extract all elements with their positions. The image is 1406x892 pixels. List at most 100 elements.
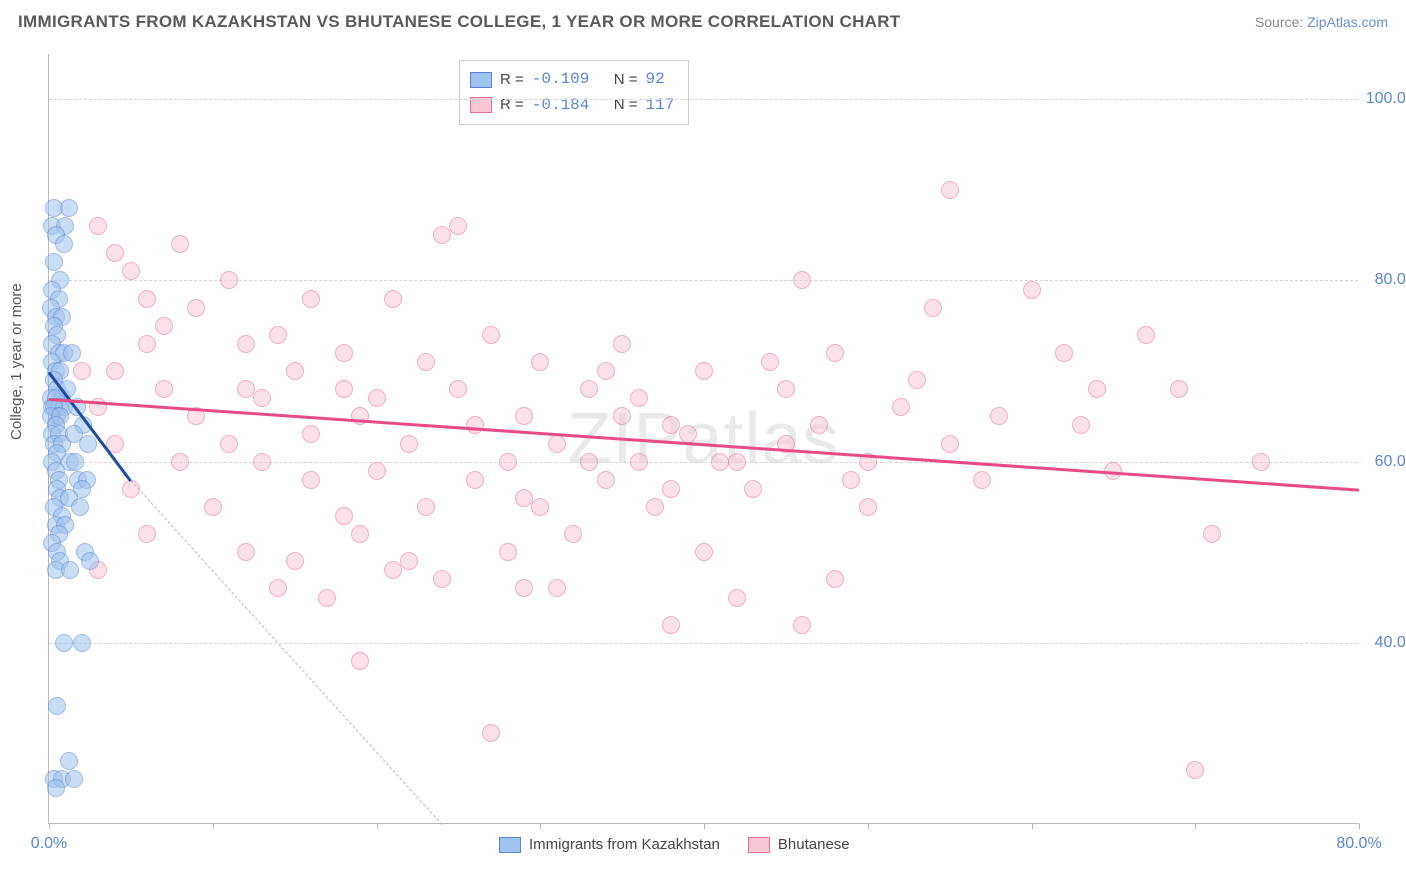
scatter-point-series2 bbox=[269, 326, 287, 344]
scatter-point-series2 bbox=[777, 380, 795, 398]
scatter-point-series2 bbox=[990, 407, 1008, 425]
scatter-point-series2 bbox=[368, 462, 386, 480]
scatter-point-series1 bbox=[66, 453, 84, 471]
n-label: N = bbox=[614, 93, 638, 117]
r-label: R = bbox=[500, 68, 524, 92]
y-tick-label: 40.0% bbox=[1375, 634, 1406, 652]
bottom-legend: Immigrants from Kazakhstan Bhutanese bbox=[499, 836, 850, 853]
scatter-point-series2 bbox=[548, 579, 566, 597]
scatter-point-series1 bbox=[55, 235, 73, 253]
source-attribution: Source: ZipAtlas.com bbox=[1255, 14, 1388, 30]
scatter-point-series2 bbox=[761, 353, 779, 371]
scatter-point-series1 bbox=[60, 752, 78, 770]
scatter-point-series2 bbox=[1186, 761, 1204, 779]
scatter-point-series2 bbox=[515, 579, 533, 597]
scatter-point-series2 bbox=[286, 362, 304, 380]
scatter-point-series2 bbox=[531, 353, 549, 371]
scatter-point-series2 bbox=[220, 435, 238, 453]
scatter-point-series2 bbox=[531, 498, 549, 516]
legend-swatch-series1 bbox=[470, 72, 492, 88]
scatter-chart: ZIPatlas R = -0.109 N = 92 R = -0.184 N … bbox=[48, 54, 1358, 824]
scatter-point-series1 bbox=[60, 199, 78, 217]
scatter-point-series2 bbox=[580, 380, 598, 398]
y-tick-label: 100.0% bbox=[1366, 90, 1406, 108]
scatter-point-series2 bbox=[138, 525, 156, 543]
legend-label-series2: Bhutanese bbox=[778, 836, 850, 853]
scatter-point-series2 bbox=[580, 453, 598, 471]
legend-swatch-series2 bbox=[748, 837, 770, 853]
source-link[interactable]: ZipAtlas.com bbox=[1307, 14, 1388, 30]
x-tick bbox=[704, 823, 705, 829]
stats-row-series2: R = -0.184 N = 117 bbox=[470, 93, 674, 119]
scatter-point-series1 bbox=[79, 435, 97, 453]
scatter-point-series2 bbox=[400, 435, 418, 453]
scatter-point-series2 bbox=[630, 389, 648, 407]
legend-item-series2: Bhutanese bbox=[748, 836, 850, 853]
n-value-series1: 92 bbox=[645, 67, 664, 93]
scatter-point-series2 bbox=[449, 217, 467, 235]
scatter-point-series2 bbox=[335, 380, 353, 398]
chart-header: IMMIGRANTS FROM KAZAKHSTAN VS BHUTANESE … bbox=[18, 12, 1388, 32]
scatter-point-series2 bbox=[711, 453, 729, 471]
scatter-point-series2 bbox=[662, 616, 680, 634]
scatter-point-series2 bbox=[1072, 416, 1090, 434]
gridline bbox=[49, 462, 1358, 463]
scatter-point-series2 bbox=[646, 498, 664, 516]
scatter-point-series2 bbox=[695, 362, 713, 380]
scatter-point-series2 bbox=[220, 271, 238, 289]
scatter-point-series2 bbox=[302, 471, 320, 489]
x-tick bbox=[1195, 823, 1196, 829]
trend-line bbox=[49, 398, 1359, 491]
scatter-point-series2 bbox=[564, 525, 582, 543]
scatter-point-series2 bbox=[1170, 380, 1188, 398]
x-tick bbox=[540, 823, 541, 829]
scatter-point-series2 bbox=[286, 552, 304, 570]
scatter-point-series2 bbox=[744, 480, 762, 498]
scatter-point-series1 bbox=[55, 634, 73, 652]
stats-row-series1: R = -0.109 N = 92 bbox=[470, 67, 674, 93]
scatter-point-series2 bbox=[351, 525, 369, 543]
scatter-point-series2 bbox=[433, 226, 451, 244]
scatter-point-series2 bbox=[482, 326, 500, 344]
scatter-point-series2 bbox=[548, 435, 566, 453]
scatter-point-series2 bbox=[826, 344, 844, 362]
scatter-point-series2 bbox=[335, 344, 353, 362]
scatter-point-series2 bbox=[318, 589, 336, 607]
y-tick-label: 80.0% bbox=[1375, 271, 1406, 289]
x-tick bbox=[1032, 823, 1033, 829]
scatter-point-series2 bbox=[351, 652, 369, 670]
scatter-point-series2 bbox=[155, 317, 173, 335]
r-label: R = bbox=[500, 93, 524, 117]
scatter-point-series1 bbox=[45, 253, 63, 271]
scatter-point-series2 bbox=[384, 290, 402, 308]
trend-extrapolation bbox=[131, 480, 443, 825]
legend-item-series1: Immigrants from Kazakhstan bbox=[499, 836, 720, 853]
scatter-point-series2 bbox=[793, 616, 811, 634]
scatter-point-series2 bbox=[466, 471, 484, 489]
scatter-point-series2 bbox=[728, 453, 746, 471]
scatter-point-series2 bbox=[417, 498, 435, 516]
scatter-point-series2 bbox=[482, 724, 500, 742]
scatter-point-series2 bbox=[515, 407, 533, 425]
scatter-point-series2 bbox=[597, 471, 615, 489]
scatter-point-series2 bbox=[237, 335, 255, 353]
scatter-point-series2 bbox=[138, 290, 156, 308]
scatter-point-series2 bbox=[335, 507, 353, 525]
scatter-point-series2 bbox=[237, 543, 255, 561]
scatter-point-series1 bbox=[47, 779, 65, 797]
scatter-point-series1 bbox=[65, 770, 83, 788]
scatter-point-series2 bbox=[662, 416, 680, 434]
scatter-point-series1 bbox=[71, 498, 89, 516]
legend-swatch-series1 bbox=[499, 837, 521, 853]
scatter-point-series2 bbox=[449, 380, 467, 398]
scatter-point-series2 bbox=[1088, 380, 1106, 398]
x-tick-label: 80.0% bbox=[1336, 835, 1381, 853]
gridline bbox=[49, 643, 1358, 644]
scatter-point-series2 bbox=[908, 371, 926, 389]
scatter-point-series2 bbox=[810, 416, 828, 434]
scatter-point-series2 bbox=[417, 353, 435, 371]
scatter-point-series2 bbox=[924, 299, 942, 317]
scatter-point-series2 bbox=[368, 389, 386, 407]
n-value-series2: 117 bbox=[645, 93, 674, 119]
x-tick bbox=[868, 823, 869, 829]
